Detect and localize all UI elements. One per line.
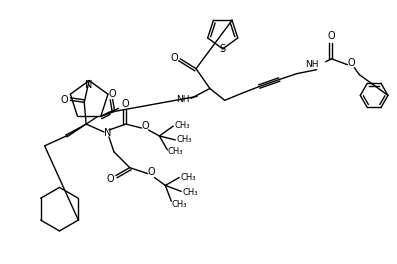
Text: O: O — [328, 31, 335, 41]
Text: O: O — [347, 58, 355, 68]
Text: CH₃: CH₃ — [182, 188, 198, 197]
Text: O: O — [142, 121, 149, 131]
Text: O: O — [148, 167, 155, 177]
Text: N: N — [104, 128, 112, 138]
Text: CH₃: CH₃ — [176, 135, 192, 144]
Text: NH: NH — [305, 60, 318, 69]
Text: O: O — [61, 95, 68, 105]
Text: CH₃: CH₃ — [172, 200, 187, 209]
Text: CH₃: CH₃ — [168, 147, 183, 156]
Text: CH₃: CH₃ — [174, 121, 190, 130]
Text: S: S — [220, 44, 226, 54]
Text: O: O — [109, 89, 116, 98]
Text: N: N — [85, 81, 93, 91]
Text: O: O — [122, 99, 129, 109]
Text: NH: NH — [176, 95, 190, 104]
Text: CH₃: CH₃ — [180, 173, 196, 182]
Text: O: O — [106, 175, 114, 185]
Text: O: O — [170, 53, 178, 63]
